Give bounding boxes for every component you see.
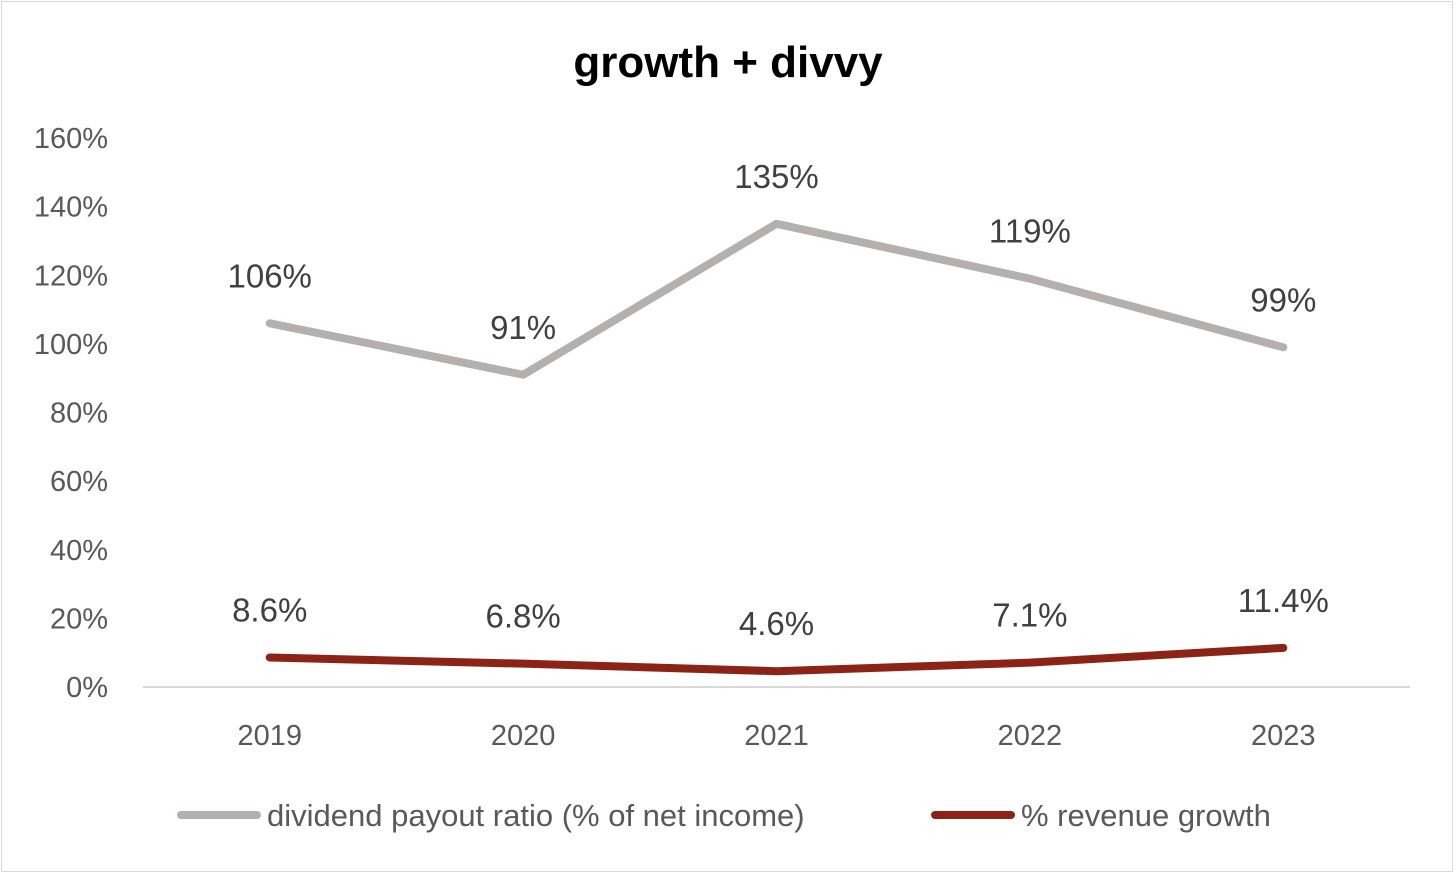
series-line-0: [265, 219, 1288, 379]
data-label: 106%: [227, 257, 311, 294]
x-tick-label: 2019: [237, 720, 302, 752]
data-label: 99%: [1250, 281, 1316, 318]
chart-title: growth + divvy: [573, 38, 883, 87]
x-tick-label: 2022: [998, 720, 1063, 752]
y-tick-label: 0%: [66, 672, 108, 704]
series-line-1: [265, 643, 1288, 676]
data-label: 6.8%: [485, 598, 560, 635]
y-tick-label: 80%: [50, 398, 108, 430]
data-label: 7.1%: [992, 597, 1067, 634]
y-tick-label: 60%: [50, 466, 108, 498]
data-label: 119%: [989, 213, 1071, 250]
x-tick-label: 2023: [1251, 720, 1316, 752]
data-label: 135%: [734, 158, 818, 195]
y-tick-label: 20%: [50, 603, 108, 635]
data-label: 11.4%: [1238, 582, 1329, 619]
x-tick-label: 2021: [744, 720, 809, 752]
legend-label: dividend payout ratio (% of net income): [267, 798, 805, 833]
data-label: 8.6%: [232, 591, 307, 628]
data-label: 4.6%: [739, 605, 814, 642]
y-tick-label: 160%: [34, 123, 108, 155]
x-tick-label: 2020: [491, 720, 556, 752]
y-tick-label: 120%: [34, 260, 108, 292]
y-tick-label: 100%: [34, 329, 108, 361]
legend-label: % revenue growth: [1021, 798, 1271, 833]
y-tick-label: 140%: [34, 192, 108, 224]
y-tick-label: 40%: [50, 535, 108, 567]
data-label: 91%: [490, 309, 556, 346]
